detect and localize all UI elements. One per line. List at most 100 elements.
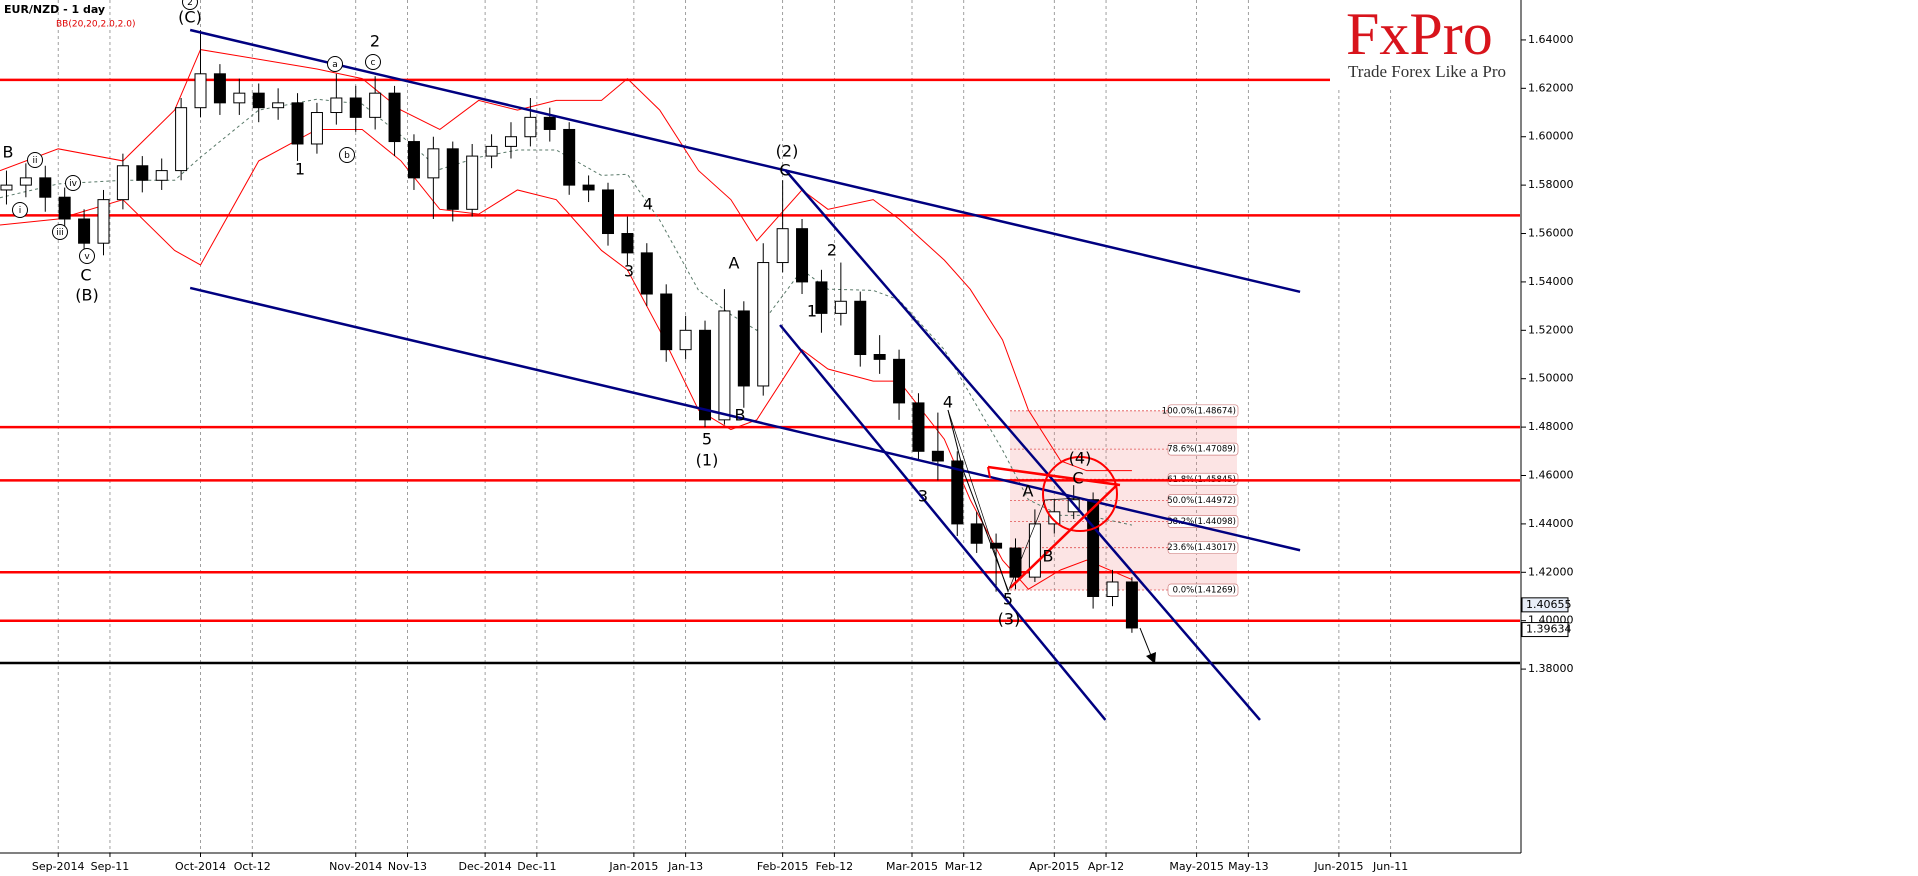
fib-label: 78.6%(1.47089): [1167, 445, 1236, 455]
wave-label: 1: [295, 160, 305, 179]
candle-body: [1125, 581, 1138, 629]
wave-label: b: [344, 151, 350, 161]
candle-body: [796, 228, 809, 283]
candle-body: [1106, 581, 1119, 597]
fib-label-box: [1167, 494, 1239, 507]
candle-body: [233, 92, 246, 104]
wave-label: 5: [1003, 590, 1013, 609]
chart-title: EUR/NZD - 1 day: [4, 3, 105, 16]
candle-body: [446, 148, 459, 210]
tool-circle: [1042, 456, 1118, 532]
x-tick-label: Feb-12: [816, 860, 853, 873]
price-marker-label: 1.39634: [1526, 623, 1572, 636]
price-marker-box: [1521, 597, 1569, 613]
candle-body: [427, 148, 440, 179]
wave-label: C: [779, 161, 790, 180]
x-tick-label: Apr-12: [1088, 860, 1124, 873]
candle-body: [757, 262, 770, 387]
candle-body: [912, 402, 925, 452]
y-tick-label: 1.64000: [1528, 33, 1574, 46]
y-tick-label: 1.46000: [1528, 469, 1574, 482]
x-tick-label: Mar-12: [945, 860, 983, 873]
wave-label: iii: [56, 228, 64, 238]
x-tick-label: Dec-2014: [458, 860, 511, 873]
wave-label: (2): [776, 142, 799, 161]
wave-label: (C): [178, 8, 202, 27]
channel-line: [189, 28, 1301, 294]
tool-line: [947, 409, 1009, 591]
price-marker-box: [1521, 622, 1569, 638]
y-tick-label: 1.52000: [1528, 323, 1574, 336]
fib-label-box: [1167, 583, 1239, 597]
candle-body: [543, 116, 556, 130]
candle-body: [272, 102, 285, 109]
candle-body: [834, 300, 847, 314]
candle-body: [39, 177, 52, 198]
fib-label: 23.6%(1.43017): [1167, 543, 1236, 553]
y-tick-label: 1.42000: [1528, 565, 1574, 578]
candle-body: [699, 329, 712, 421]
candle-body: [1028, 523, 1041, 578]
wave-label: C: [80, 266, 91, 285]
arrow: [1139, 627, 1153, 659]
annotation-circle: [79, 248, 95, 264]
y-tick-label: 1.50000: [1528, 372, 1574, 385]
wave-label: i: [19, 206, 22, 216]
wave-label: iv: [69, 179, 78, 189]
candle-body: [0, 184, 13, 191]
x-tick-label: Oct-12: [234, 860, 271, 873]
candle-body: [621, 233, 634, 254]
bollinger-lower: [0, 128, 1133, 590]
candle-body: [291, 102, 304, 145]
candle-body: [679, 329, 692, 351]
candle-body: [407, 141, 420, 179]
x-tick-label: Sep-2014: [32, 860, 85, 873]
fib-label: 50.0%(1.44972): [1167, 496, 1236, 506]
wave-label: 2: [827, 241, 837, 260]
y-tick-label: 1.62000: [1528, 81, 1574, 94]
candle-body: [116, 165, 129, 201]
wave-label: (3): [998, 610, 1021, 629]
fib-label: 100.0%(1.48674): [1162, 406, 1236, 416]
y-tick-label: 1.58000: [1528, 178, 1574, 191]
fib-label: 0.0%(1.41269): [1173, 585, 1236, 595]
fib-label-box: [1167, 442, 1239, 456]
wave-label: A: [729, 254, 740, 273]
tool-line: [987, 466, 991, 479]
candle-body: [602, 189, 614, 235]
wave-label: B: [735, 406, 746, 425]
candle-body: [931, 450, 944, 462]
indicator-label: BB(20,20,2.0,2.0): [56, 20, 135, 30]
logo-tagline: Trade Forex Like a Pro: [1348, 62, 1506, 81]
wave-label: 4: [643, 195, 653, 214]
drawing-tools: [947, 409, 1156, 664]
annotation-circle: [65, 175, 81, 191]
candle-body: [252, 92, 265, 109]
annotation-circle: [327, 56, 343, 72]
wave-label: C: [1072, 469, 1083, 488]
logo-box: [1330, 0, 1520, 88]
candle-body: [718, 310, 731, 421]
candle-body: [990, 542, 1003, 549]
x-tick-label: Nov-13: [388, 860, 427, 873]
candle-body: [155, 170, 168, 181]
wave-label: A: [1023, 482, 1034, 501]
x-tick-label: Apr-2015: [1029, 860, 1079, 873]
x-tick-label: Nov-2014: [329, 860, 382, 873]
x-tick-label: Jun-2015: [1313, 860, 1363, 873]
arrow-head: [1146, 652, 1156, 664]
candle-body: [563, 128, 576, 186]
wave-label: 3: [624, 262, 634, 281]
logo-name: FxPro: [1346, 1, 1493, 67]
fib-label-box: [1167, 404, 1239, 418]
tool-line: [987, 465, 1121, 487]
candle-body: [582, 184, 595, 191]
candle-body: [970, 523, 983, 544]
x-tick-label: May-2015: [1169, 860, 1224, 873]
y-tick-label: 1.60000: [1528, 130, 1574, 143]
channel-line: [784, 169, 1261, 721]
candle-body: [330, 97, 343, 114]
candle-body: [1087, 499, 1100, 597]
x-tick-label: Sep-11: [91, 860, 130, 873]
